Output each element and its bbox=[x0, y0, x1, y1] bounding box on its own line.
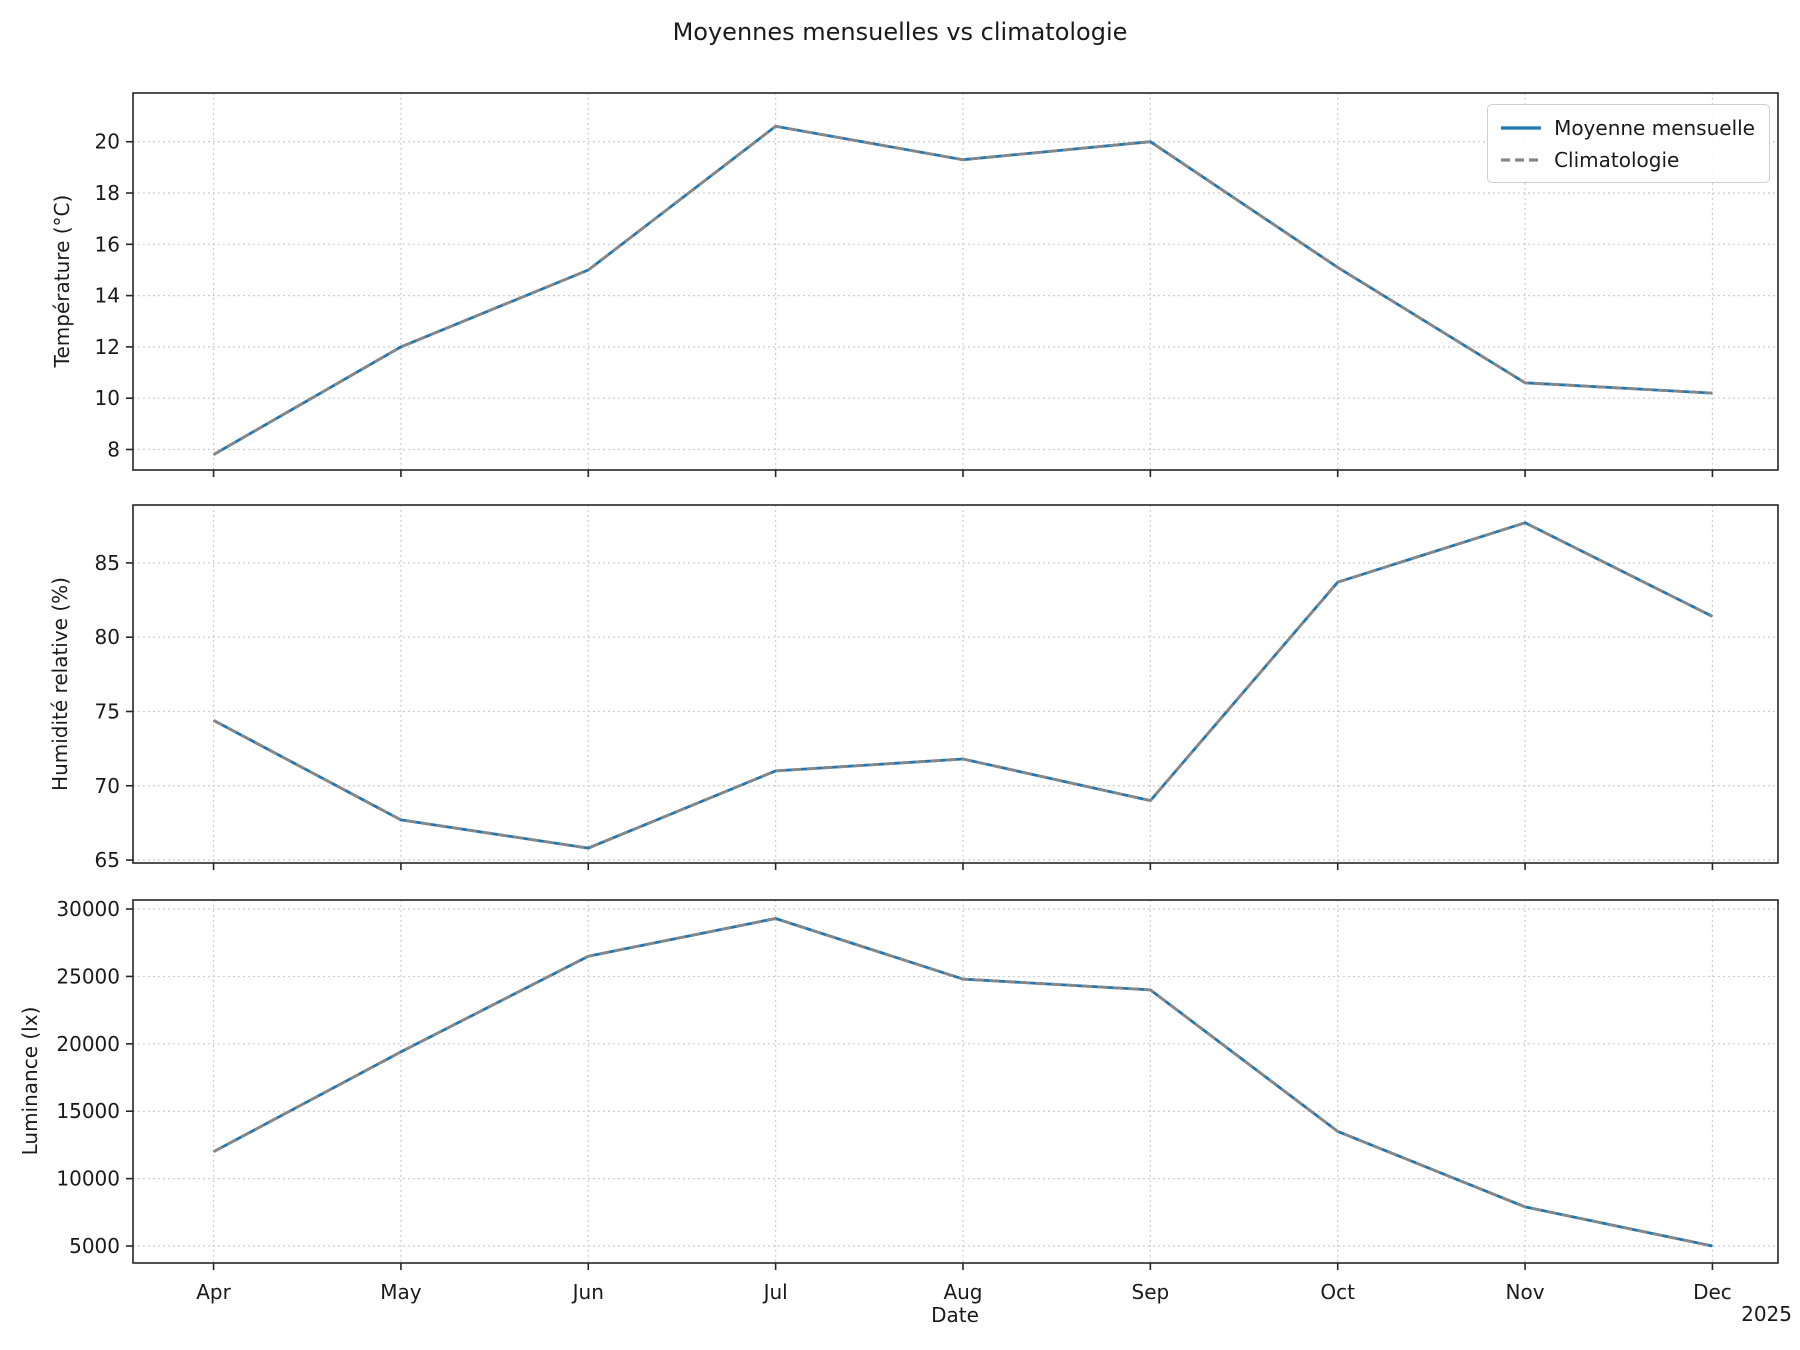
moyenne-mensuelle-line-luminance bbox=[212, 917, 1713, 1248]
y-tick-label: 75 bbox=[95, 699, 120, 723]
climatologie-line-humidity bbox=[212, 521, 1714, 850]
climatologie-line-temperature bbox=[212, 124, 1713, 456]
y-tick-label: 8 bbox=[107, 437, 120, 461]
y-tick-label: 85 bbox=[95, 551, 120, 575]
y-tick-label: 5000 bbox=[69, 1234, 120, 1258]
humidity-axes-frame bbox=[132, 504, 1779, 864]
y-tick-label: 16 bbox=[95, 232, 120, 256]
x-tick-label: Dec bbox=[1693, 1280, 1732, 1304]
x-axis-year-label: 2025 bbox=[1741, 1302, 1792, 1326]
x-tick-label: May bbox=[380, 1280, 422, 1304]
legend-label-climatologie: Climatologie bbox=[1554, 147, 1680, 172]
luminance-plot: 5000 10000 15000 20000 25000 30000 Apr May Jun Ju… bbox=[56, 897, 1779, 1304]
x-tick-label: Oct bbox=[1320, 1280, 1355, 1304]
x-tick-label: Apr bbox=[196, 1280, 231, 1304]
y-tick-label: 70 bbox=[95, 774, 120, 798]
y-tick-label: 15000 bbox=[56, 1099, 120, 1123]
y-tick-label: 18 bbox=[95, 181, 120, 205]
x-tick-label: Sep bbox=[1132, 1280, 1170, 1304]
x-tick-label: Jul bbox=[762, 1280, 788, 1304]
legend-dashed-line-icon bbox=[1501, 157, 1542, 162]
legend-label-moyenne-mensuelle: Moyenne mensuelle bbox=[1554, 115, 1755, 140]
y-tick-label: 65 bbox=[95, 848, 120, 872]
y-axis-label-humidity: Humidité relative (%) bbox=[48, 577, 72, 791]
chart-title: Moyennes mensuelles vs climatologie bbox=[672, 18, 1128, 46]
x-tick-label: Nov bbox=[1506, 1280, 1545, 1304]
humidity-grid bbox=[133, 505, 1778, 863]
legend: Moyenne mensuelle Climatologie bbox=[1487, 104, 1770, 183]
humidity-tick-marks bbox=[126, 562, 1714, 870]
y-tick-label: 10 bbox=[95, 386, 120, 410]
x-axis-label: Date bbox=[931, 1303, 979, 1327]
y-tick-label: 20 bbox=[95, 130, 120, 154]
y-tick-label: 12 bbox=[95, 335, 120, 359]
climatologie-line-luminance bbox=[212, 917, 1713, 1248]
luminance-tick-marks bbox=[126, 908, 1714, 1270]
humidity-plot: 65 70 75 80 85 bbox=[95, 504, 1779, 872]
legend-solid-line-icon bbox=[1501, 125, 1542, 130]
y-tick-label: 10000 bbox=[56, 1167, 120, 1191]
temperature-tick-marks bbox=[126, 140, 1714, 477]
legend-item-climatologie: Climatologie bbox=[1500, 146, 1755, 173]
luminance-grid bbox=[133, 900, 1778, 1263]
legend-item-moyenne-mensuelle: Moyenne mensuelle bbox=[1500, 114, 1755, 141]
luminance-axes-frame bbox=[132, 899, 1779, 1264]
y-tick-label: 14 bbox=[95, 284, 120, 308]
y-axis-label-luminance: Luminance (lx) bbox=[18, 1006, 42, 1156]
y-tick-label: 20000 bbox=[56, 1032, 120, 1056]
y-tick-label: 80 bbox=[95, 625, 120, 649]
y-axis-label-temperature: Température (°C) bbox=[50, 194, 74, 368]
y-tick-label: 30000 bbox=[56, 897, 120, 921]
x-tick-label: Jun bbox=[571, 1280, 604, 1304]
x-tick-label: Aug bbox=[943, 1280, 982, 1304]
temperature-axes-frame bbox=[132, 92, 1779, 471]
y-tick-label: 25000 bbox=[56, 964, 120, 988]
